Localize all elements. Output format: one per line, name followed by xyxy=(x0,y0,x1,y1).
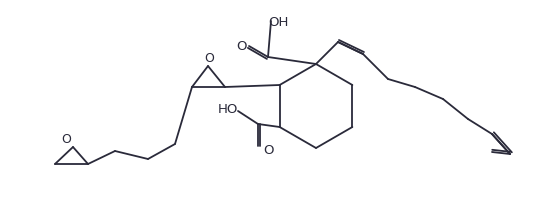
Text: HO: HO xyxy=(218,103,238,116)
Text: O: O xyxy=(236,40,246,53)
Text: O: O xyxy=(61,133,71,146)
Text: O: O xyxy=(263,144,273,157)
Text: OH: OH xyxy=(268,15,288,28)
Text: O: O xyxy=(204,52,214,65)
